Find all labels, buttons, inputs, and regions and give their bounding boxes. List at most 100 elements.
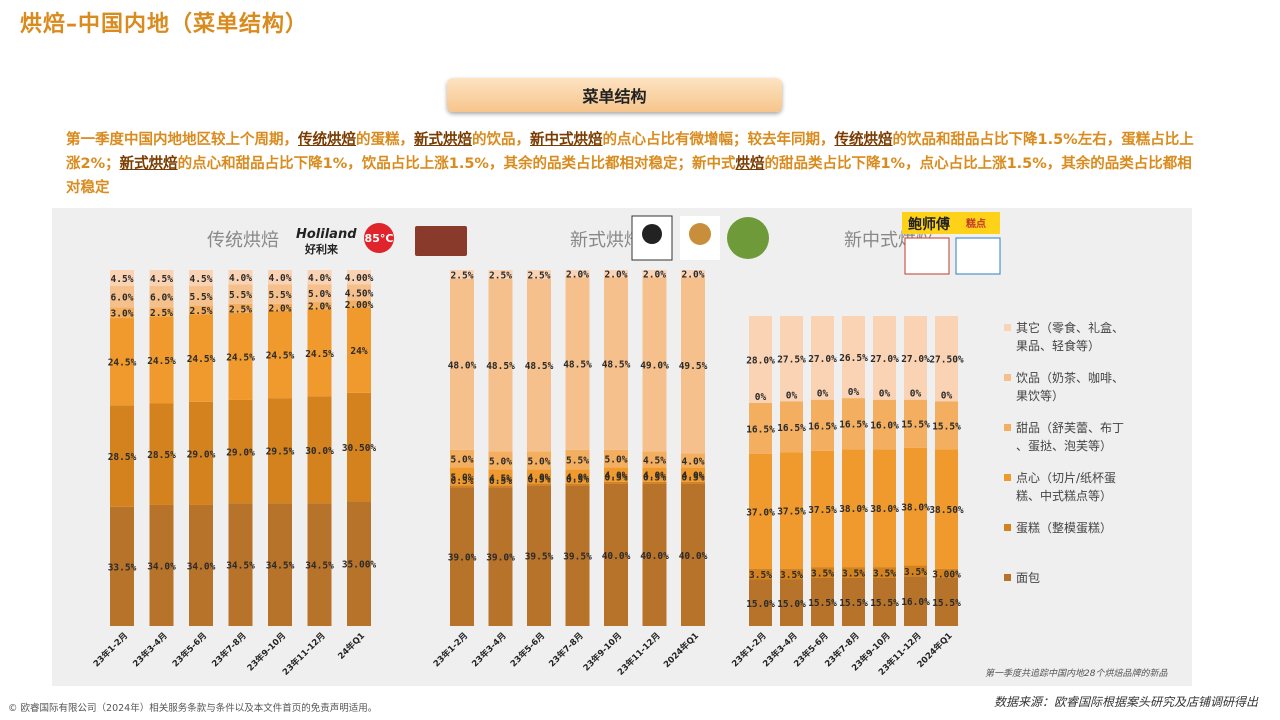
summary-highlight: 新式烘焙 (414, 132, 472, 148)
data-label: 24% (350, 346, 367, 357)
data-label: 16.5% (746, 424, 775, 435)
data-label: 24.5% (108, 358, 137, 369)
data-label: 5.0% (605, 455, 628, 466)
data-label: 5.0% (528, 456, 551, 467)
data-label: 33.5% (108, 562, 137, 573)
brand-logo-chinese-2 (955, 237, 1001, 275)
summary-highlight: 新式烘焙 (119, 156, 178, 172)
section-tab[interactable]: 菜单结构 (447, 78, 782, 112)
bar-segment (780, 568, 803, 580)
data-label: 27.50% (929, 355, 964, 366)
bar-segment (189, 401, 213, 505)
data-label: 29.0% (226, 448, 255, 459)
data-label: 24.5% (226, 352, 255, 363)
bar-segment (149, 286, 174, 308)
data-label: 2.5% (190, 306, 213, 317)
bar-segment (565, 270, 590, 278)
data-label: 5.5% (229, 290, 252, 301)
bar-segment (189, 305, 213, 315)
data-label: 3.00% (932, 569, 961, 580)
bar-segment (149, 316, 174, 404)
data-label: 40.0% (640, 551, 669, 562)
bar-segment (149, 504, 174, 626)
data-label: 0% (910, 389, 922, 400)
data-label: 5.0% (451, 472, 474, 483)
data-label: 5.0% (489, 456, 512, 467)
legend-label: 面包 (1016, 571, 1040, 585)
legend-label: 蛋糕（整模蛋糕） (1016, 520, 1112, 535)
bar-segment (488, 469, 513, 486)
summary-segment: 的点心占比有微增幅；较去年同期， (602, 132, 835, 148)
summary-highlight: 传统烘焙 (834, 132, 893, 148)
data-label: 2.5% (229, 304, 252, 315)
brand-logo-traditional (415, 226, 467, 256)
bar-segment (642, 451, 667, 468)
data-label: 29.0% (187, 449, 216, 460)
data-label: 34.0% (147, 561, 176, 572)
bar-segment (642, 270, 667, 278)
summary-segment: 的甜品类占比下降1%，点心占比上涨1.5%，其余的品类占比都相对稳定 (66, 156, 1192, 196)
brand-baoshifu-bg (902, 212, 1000, 234)
x-tick-label: 23年7-8月 (210, 630, 249, 669)
bar-segment (604, 483, 628, 626)
bar-segment (873, 449, 896, 568)
brand-holiland: Holiland (296, 227, 357, 242)
summary-segment: 的饮品和甜品占比下降1.5%左右，蛋糕占比上涨2%； (66, 132, 1194, 172)
data-label: 15.5% (808, 598, 837, 609)
data-label: 30.50% (342, 443, 377, 454)
data-label: 38.0% (870, 504, 899, 515)
bar-segment (604, 449, 628, 468)
data-label: 4.0% (643, 471, 666, 482)
bar-segment (842, 398, 865, 450)
data-label: 5.0% (451, 455, 474, 466)
data-label: 5.0% (308, 289, 331, 300)
summary-highlight: 传统烘焙 (298, 132, 356, 148)
data-label: 4.0% (528, 472, 551, 483)
page-title: 烘焙–中国内地（菜单结构） (20, 12, 309, 37)
brand-logo-new-1-mark (642, 224, 662, 244)
bar-segment (189, 286, 213, 306)
bar-segment (268, 284, 292, 304)
data-label: 15.5% (839, 598, 868, 609)
bar-segment (604, 467, 628, 482)
bar-segment (681, 481, 705, 484)
data-label: 2.0% (643, 270, 666, 281)
data-label: 5.5% (566, 456, 589, 467)
bar-segment (811, 567, 834, 578)
brand-85c-text: 85°C (365, 232, 394, 245)
data-label: 0% (755, 392, 767, 403)
bar-segment (842, 449, 865, 568)
bar-segment (935, 449, 958, 569)
bar-segment (642, 483, 667, 626)
bar-segment (842, 567, 865, 578)
bar-segment (228, 312, 253, 400)
data-label: 0% (941, 390, 953, 401)
bar-segment (565, 483, 590, 486)
bar-segment (873, 567, 896, 578)
summary-text: 第一季度中国内地地区较上个周期，传统烘焙的蛋糕，新式烘焙的饮品，新中式烘焙的点心… (66, 128, 1206, 200)
x-tick-label: 23年1-2月 (431, 630, 470, 669)
data-label: 24.5% (266, 351, 295, 362)
brand-baoshifu-tag: 糕点 (965, 217, 986, 230)
bar-segment (527, 270, 551, 279)
bar-segment (904, 447, 927, 566)
data-label: 27.0% (808, 354, 837, 365)
bar-segment (527, 451, 551, 470)
data-label: 3.5% (873, 569, 896, 580)
data-label: 4.5% (111, 274, 134, 285)
bar-segment (904, 316, 927, 400)
data-label: 29.5% (266, 447, 295, 458)
data-label: 0% (848, 387, 860, 398)
legend-label: 甜品（舒芙蕾、布丁 (1016, 421, 1124, 435)
data-label: 2.0% (566, 270, 589, 281)
data-label: 48.5% (525, 361, 554, 372)
data-label: 27.0% (901, 354, 930, 365)
data-label: 3.0% (111, 309, 134, 320)
bar-segment (935, 316, 958, 402)
data-label: 38.0% (901, 503, 930, 514)
legend-label: 果饮等） (1016, 389, 1064, 403)
bar-segment (935, 568, 958, 578)
x-tick-label: 23年3-4月 (131, 630, 170, 669)
legend-swatch (1004, 574, 1011, 581)
brand-baoshifu: 鲍师傅 (908, 216, 950, 233)
